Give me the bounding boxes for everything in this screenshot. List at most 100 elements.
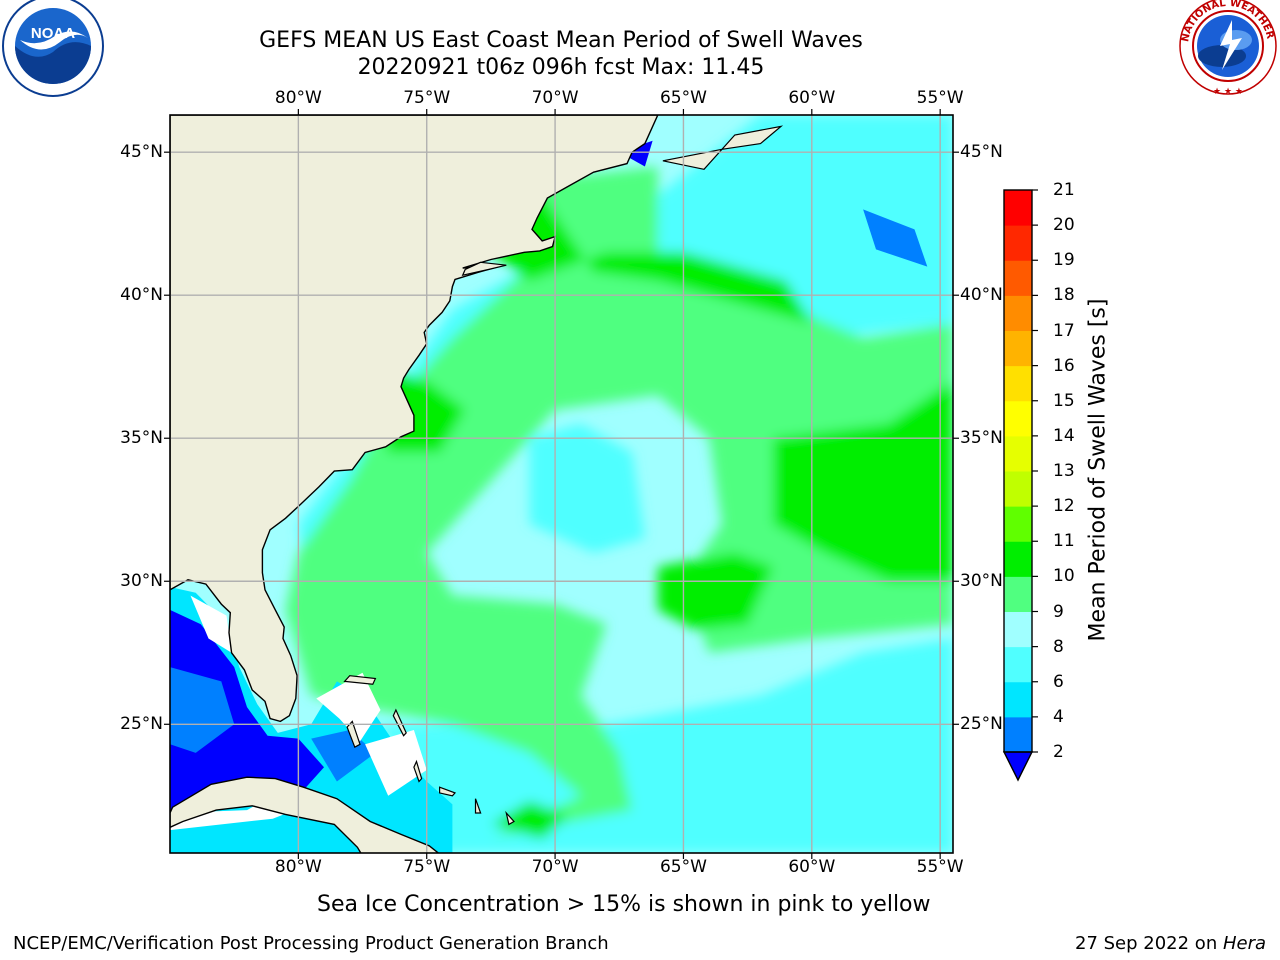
island-4 — [439, 786, 457, 797]
footer-machine: Hera — [1222, 933, 1266, 954]
colorbar-label-8: 8 — [1053, 636, 1064, 657]
swell-field-1 — [285, 195, 953, 839]
colorbar-label-12: 12 — [1053, 496, 1075, 517]
chart-subtitle: 20220921 t06z 096h fcst Max: 11.45 — [357, 55, 765, 80]
swell-field-9 — [657, 552, 774, 630]
colorbar-label-20: 20 — [1053, 215, 1075, 236]
lat-label-left-0: 45°N — [120, 142, 163, 163]
colorbar-band-4 — [1004, 681, 1032, 718]
map-frame — [169, 114, 954, 854]
footer-date-text: 27 Sep 2022 on — [1075, 933, 1223, 954]
noaa-logo: NOAA — [2, 0, 104, 97]
colorbar-band-12 — [1004, 471, 1032, 507]
lat-label-left-2: 35°N — [120, 428, 163, 449]
swell-field-3 — [529, 423, 645, 553]
lon-label-bottom-5: 55°W — [916, 857, 964, 877]
colorbar-label-2: 2 — [1053, 742, 1064, 762]
lat-label-left-1: 40°N — [120, 285, 163, 306]
footer-credit: NCEP/EMC/Verification Post Processing Pr… — [13, 933, 609, 954]
colorbar-band-18 — [1004, 260, 1032, 296]
land-cuba — [170, 776, 453, 853]
colorbar-band-10 — [1004, 541, 1032, 577]
map-caption: Sea Ice Concentration > 15% is shown in … — [317, 892, 931, 917]
island-0 — [343, 675, 377, 685]
colorbar-band-9 — [1004, 576, 1032, 612]
lon-label-bottom-1: 75°W — [403, 857, 451, 877]
colorbar-band-6 — [1004, 646, 1032, 683]
lat-label-right-0: 45°N — [960, 142, 1003, 163]
island-1 — [346, 720, 361, 749]
colorbar-title: Mean Period of Swell Waves [s] — [1085, 298, 1111, 642]
lon-label-top-2: 70°W — [531, 88, 579, 108]
swell-field-8 — [773, 381, 953, 582]
colorbar-label-14: 14 — [1053, 425, 1075, 446]
map-area — [170, 115, 953, 853]
lon-label-bottom-3: 65°W — [659, 857, 707, 877]
colorbar-label-6: 6 — [1053, 671, 1064, 692]
colorbar-band-20 — [1004, 190, 1032, 226]
lat-label-right-3: 30°N — [960, 571, 1003, 592]
nws-logo-ring-text: NATIONAL WEATHER SERVICE — [0, 0, 1276, 43]
colorbar-band-19 — [1004, 225, 1032, 261]
colorbar-band-17 — [1004, 295, 1032, 331]
island-5 — [474, 798, 482, 814]
graticule — [170, 115, 953, 853]
swell-field-4 — [696, 695, 953, 839]
gulf-field-under — [170, 609, 324, 816]
swell-field-10 — [490, 801, 568, 839]
field-blue-ne — [863, 209, 928, 267]
lon-label-top-0: 80°W — [274, 88, 322, 108]
colorbar-band-2 — [1004, 716, 1032, 753]
lat-label-right-2: 35°N — [960, 428, 1003, 449]
colorbar-band-16 — [1004, 330, 1032, 367]
chart-title: GEFS MEAN US East Coast Mean Period of S… — [259, 28, 863, 53]
lon-label-top-4: 60°W — [788, 88, 836, 108]
colorbar-label-11: 11 — [1053, 531, 1075, 552]
colorbar-label-17: 17 — [1053, 320, 1075, 341]
colorbar-under-arrow — [1002, 751, 1034, 782]
colorbar — [1002, 189, 1038, 782]
lat-label-right-1: 40°N — [960, 285, 1003, 306]
colorbar-label-21: 21 — [1053, 180, 1075, 200]
colorbar-label-19: 19 — [1053, 250, 1075, 271]
island-3 — [413, 759, 423, 783]
nws-logo: NATIONAL WEATHER SERVICE ★ ★ ★ — [0, 0, 1277, 97]
swell-field-7 — [478, 195, 812, 324]
colorbar-label-4: 4 — [1053, 706, 1064, 727]
svg-text:★ ★ ★: ★ ★ ★ — [1213, 87, 1243, 97]
lon-label-bottom-2: 70°W — [531, 857, 579, 877]
colorbar-label-10: 10 — [1053, 566, 1075, 587]
island-7 — [461, 261, 507, 277]
svg-text:NATIONAL WEATHER SERVICE: NATIONAL WEATHER SERVICE — [0, 0, 1276, 43]
colorbar-band-15 — [1004, 365, 1032, 402]
fundy-field-under — [619, 140, 653, 167]
lat-label-left-3: 30°N — [120, 571, 163, 592]
colorbar-label-9: 9 — [1053, 601, 1064, 622]
island-2 — [392, 708, 407, 737]
nodata-gulf-shelf — [190, 595, 232, 653]
lon-label-top-3: 65°W — [659, 88, 707, 108]
lat-label-right-4: 25°N — [960, 714, 1003, 735]
colorbar-label-16: 16 — [1053, 355, 1075, 376]
colorbar-label-18: 18 — [1053, 285, 1075, 306]
colorbar-label-13: 13 — [1053, 461, 1075, 481]
land-north-america — [170, 115, 659, 723]
colorbar-label-15: 15 — [1053, 390, 1075, 411]
lon-label-top-1: 75°W — [403, 88, 451, 108]
island-6 — [505, 810, 515, 826]
noaa-logo-text: NOAA — [31, 25, 75, 42]
lon-label-top-5: 55°W — [916, 88, 964, 108]
gulf-field-blue — [170, 667, 235, 753]
lat-label-left-4: 25°N — [120, 714, 163, 735]
lon-label-bottom-0: 80°W — [274, 857, 322, 877]
colorbar-band-8 — [1004, 611, 1032, 648]
footer-date: 27 Sep 2022 on Hera — [1075, 933, 1266, 954]
colorbar-band-13 — [1004, 435, 1032, 472]
nodata-bahamas-2 — [365, 730, 427, 796]
island-8 — [662, 125, 784, 170]
lon-label-bottom-4: 60°W — [788, 857, 836, 877]
colorbar-band-14 — [1004, 400, 1032, 437]
colorbar-band-11 — [1004, 506, 1032, 542]
map-ticks — [164, 109, 959, 859]
